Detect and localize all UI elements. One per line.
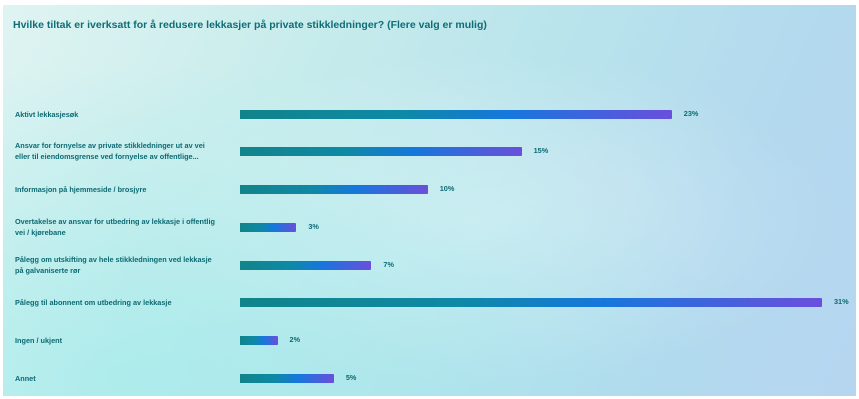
chart-panel: Hvilke tiltak er iverksatt for å reduser… (3, 5, 856, 396)
chart-title: Hvilke tiltak er iverksatt for å reduser… (13, 19, 487, 31)
category-label-line: Pålegg til abonnent om utbedring av lekk… (15, 297, 172, 307)
bar (240, 184, 428, 194)
bar (240, 373, 334, 383)
category-label-line: Overtakelse av ansvar for utbedring av l… (15, 217, 215, 226)
value-label: 7% (383, 260, 394, 269)
category-label-line: eller til eiendomsgrense ved fornyelse a… (15, 152, 199, 161)
category-label: Pålegg til abonnent om utbedring av lekk… (15, 297, 240, 308)
bar (240, 146, 522, 156)
category-label: Ingen / ukjent (15, 335, 240, 346)
category-label-line: Ansvar for fornyelse av private stikkled… (15, 141, 205, 150)
category-label: Ansvar for fornyelse av private stikkled… (15, 140, 240, 162)
category-label: Pålegg om utskifting av hele stikklednin… (15, 254, 240, 276)
value-label: 31% (834, 297, 849, 306)
bar (240, 297, 822, 307)
value-label: 2% (289, 335, 301, 344)
category-label: Aktivt lekkasjesøk (15, 109, 240, 120)
category-label-line: Informasjon på hjemmeside / brosjyre (15, 184, 147, 194)
category-label-line: Aktivt lekkasjesøk (15, 109, 79, 119)
category-label-line: Pålegg om utskifting av hele stikklednin… (15, 255, 212, 264)
bar (240, 222, 297, 232)
bar (240, 260, 372, 270)
value-label: 23% (683, 109, 699, 118)
category-label-line: Annet (15, 373, 36, 383)
value-label: 5% (345, 373, 357, 382)
value-label: 10% (439, 184, 455, 193)
bar (240, 109, 672, 119)
category-label: Informasjon på hjemmeside / brosjyre (15, 184, 240, 195)
value-label: 15% (533, 146, 549, 155)
category-label: Annet (15, 373, 240, 384)
category-label-line: på galvaniserte rør (15, 266, 81, 275)
category-label-line: vei / kjørebane (15, 228, 66, 237)
category-label-line: Ingen / ukjent (15, 335, 63, 345)
category-label: Overtakelse av ansvar for utbedring av l… (15, 216, 240, 238)
bar (240, 335, 278, 345)
value-label: 3% (308, 222, 319, 231)
